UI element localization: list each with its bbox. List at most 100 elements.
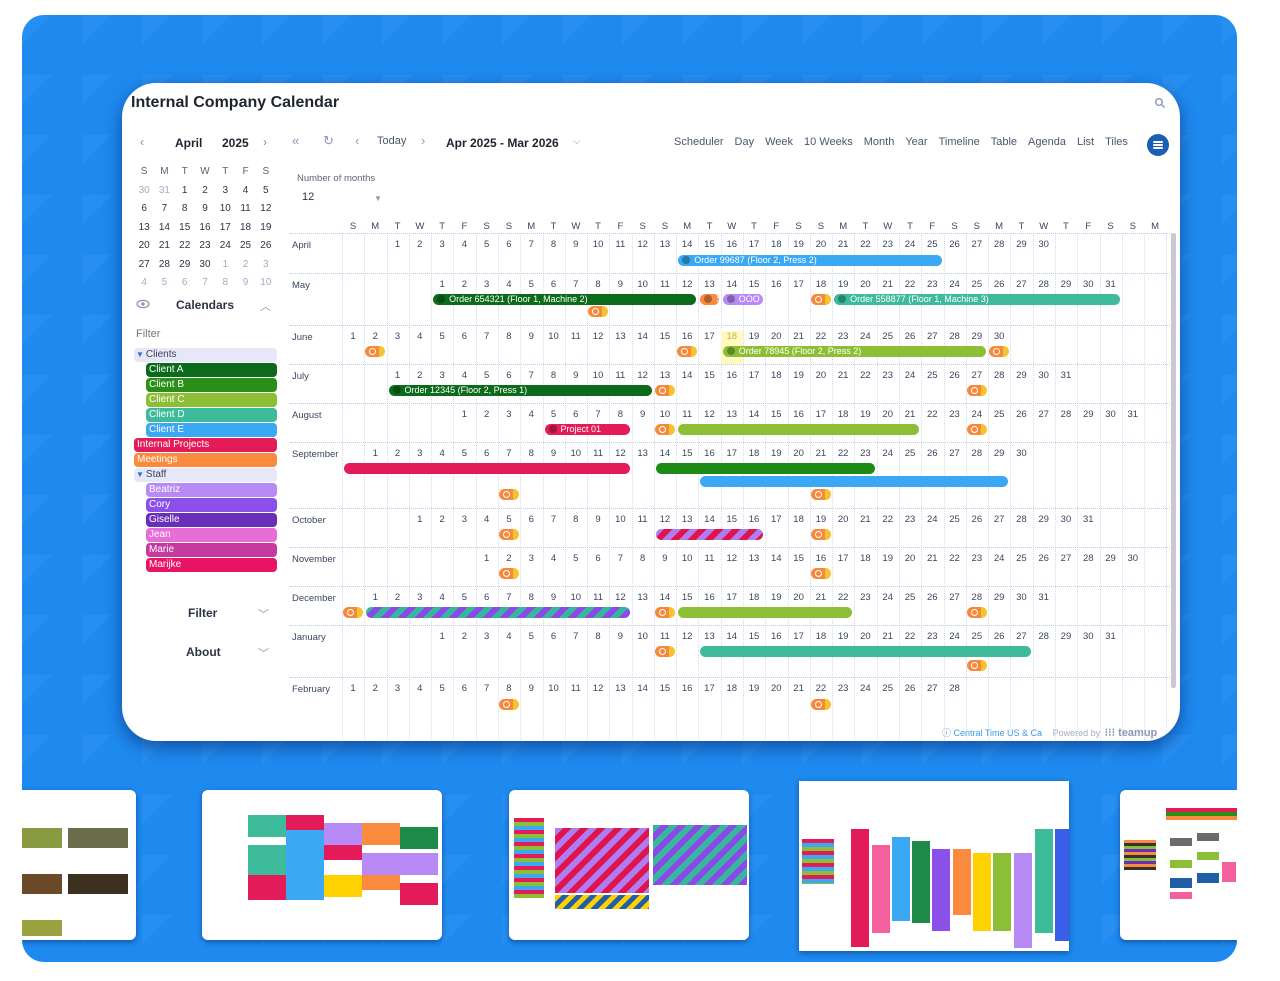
recurring-event-pill[interactable] xyxy=(966,660,987,671)
day-number[interactable]: 13 xyxy=(726,409,738,420)
mini-day[interactable]: 8 xyxy=(222,277,229,288)
calendar-item[interactable]: Client D xyxy=(146,408,277,422)
day-number[interactable]: 11 xyxy=(570,683,581,694)
day-number[interactable]: 1 xyxy=(417,514,423,525)
view-tab-10-weeks[interactable]: 10 Weeks xyxy=(804,136,853,148)
day-number[interactable]: 1 xyxy=(372,448,378,459)
day-number[interactable]: 4 xyxy=(461,370,468,381)
day-number[interactable]: 11 xyxy=(659,631,670,642)
calendars-header[interactable]: Calendars ︿ xyxy=(136,297,271,315)
day-number[interactable]: 27 xyxy=(949,448,960,459)
month-label[interactable]: September xyxy=(292,449,339,460)
day-number[interactable]: 25 xyxy=(1016,553,1027,564)
day-number[interactable]: 12 xyxy=(637,239,648,250)
day-number[interactable]: 13 xyxy=(748,553,760,564)
day-number[interactable]: 2 xyxy=(394,448,401,459)
day-number[interactable]: 21 xyxy=(793,683,804,694)
mini-day[interactable]: 23 xyxy=(199,240,211,251)
day-number[interactable]: 2 xyxy=(372,683,378,694)
day-number[interactable]: 8 xyxy=(550,370,557,381)
thumb-developers-congress[interactable] xyxy=(509,790,749,940)
day-number[interactable]: 27 xyxy=(926,683,938,694)
day-number[interactable]: 5 xyxy=(528,631,534,642)
day-number[interactable]: 3 xyxy=(439,370,445,381)
day-number[interactable]: 24 xyxy=(882,592,893,603)
day-number[interactable]: 10 xyxy=(637,631,648,642)
mini-day[interactable]: 30 xyxy=(199,258,211,270)
day-number[interactable]: 12 xyxy=(681,631,693,642)
day-number[interactable]: 11 xyxy=(615,370,626,381)
day-number[interactable]: 28 xyxy=(993,239,1005,250)
mini-day[interactable]: 5 xyxy=(263,184,269,196)
caret-down-icon[interactable]: ▼ xyxy=(136,470,144,479)
refresh-icon[interactable]: ↻ xyxy=(323,133,334,148)
view-tab-year[interactable]: Year xyxy=(905,136,928,148)
day-number[interactable]: 29 xyxy=(993,448,1005,459)
day-number[interactable]: 6 xyxy=(506,239,512,250)
day-number[interactable]: 5 xyxy=(573,553,579,564)
view-tab-scheduler[interactable]: Scheduler xyxy=(674,136,724,148)
day-number[interactable]: 12 xyxy=(659,514,671,525)
mini-day[interactable]: 12 xyxy=(260,203,272,214)
day-number[interactable]: 11 xyxy=(593,448,604,459)
mini-day[interactable]: 17 xyxy=(219,221,231,233)
mini-day[interactable]: 11 xyxy=(240,203,251,214)
day-number[interactable]: 29 xyxy=(1105,553,1116,564)
day-number[interactable]: 23 xyxy=(971,553,983,564)
day-number[interactable]: 8 xyxy=(528,448,534,459)
calendar-event[interactable] xyxy=(655,529,764,540)
day-number[interactable]: 23 xyxy=(926,279,938,290)
calendar-event[interactable]: Project 01 xyxy=(544,424,630,435)
day-number[interactable]: 11 xyxy=(682,409,693,420)
view-tab-day[interactable]: Day xyxy=(734,136,755,148)
filter-section-toggle[interactable]: Filter ﹀ xyxy=(136,606,276,622)
day-number[interactable]: 17 xyxy=(837,553,849,564)
day-number[interactable]: 3 xyxy=(417,448,423,459)
day-number[interactable]: 5 xyxy=(550,409,557,420)
day-number[interactable]: 30 xyxy=(1127,553,1139,564)
day-number[interactable]: 30 xyxy=(1038,239,1049,250)
day-number[interactable]: 13 xyxy=(659,370,671,381)
mini-day[interactable]: 3 xyxy=(263,258,269,270)
day-number[interactable]: 25 xyxy=(993,409,1005,420)
day-number[interactable]: 10 xyxy=(548,331,559,342)
day-number[interactable]: 12 xyxy=(592,331,604,342)
day-number[interactable]: 27 xyxy=(926,331,938,342)
day-number[interactable]: 20 xyxy=(771,331,782,342)
day-number[interactable]: 12 xyxy=(637,370,648,381)
calendar-event[interactable] xyxy=(366,607,630,618)
day-number[interactable]: 2 xyxy=(506,553,512,564)
day-number[interactable]: 5 xyxy=(461,592,468,603)
day-number[interactable]: 2 xyxy=(394,592,401,603)
mini-day[interactable]: 9 xyxy=(242,277,249,288)
calendar-event[interactable] xyxy=(700,476,1009,487)
day-number[interactable]: 29 xyxy=(1060,279,1072,290)
day-number[interactable]: 11 xyxy=(659,279,670,290)
day-number[interactable]: 8 xyxy=(506,331,512,342)
mini-day[interactable]: 16 xyxy=(199,221,211,233)
day-number[interactable]: 26 xyxy=(949,370,960,381)
day-number[interactable]: 20 xyxy=(815,370,827,381)
mini-day[interactable]: 2 xyxy=(202,184,208,196)
recurring-event-pill[interactable] xyxy=(810,294,831,305)
day-number[interactable]: 17 xyxy=(704,331,715,342)
day-number[interactable]: 17 xyxy=(726,448,738,459)
mini-day[interactable]: 31 xyxy=(158,184,170,196)
day-number[interactable]: 2 xyxy=(439,514,445,525)
calendar-event[interactable]: Order 654321 (Floor 1, Machine 2) xyxy=(433,294,697,305)
day-number[interactable]: 22 xyxy=(815,331,827,342)
calendar-group[interactable]: ▼ Staff xyxy=(134,468,277,482)
day-number[interactable]: 16 xyxy=(704,592,715,603)
day-number[interactable]: 2 xyxy=(461,279,468,290)
day-number[interactable]: 14 xyxy=(726,279,738,290)
day-number[interactable]: 29 xyxy=(1038,514,1049,525)
day-number[interactable]: 25 xyxy=(926,239,938,250)
day-number[interactable]: 21 xyxy=(904,409,916,420)
day-number[interactable]: 19 xyxy=(860,409,871,420)
day-number[interactable]: 10 xyxy=(592,370,604,381)
thumb-photo-tiles[interactable] xyxy=(22,790,136,940)
day-number[interactable]: 13 xyxy=(659,239,671,250)
day-number[interactable]: 14 xyxy=(726,631,738,642)
day-number[interactable]: 17 xyxy=(748,370,760,381)
calendar-item[interactable]: Client C xyxy=(146,393,277,407)
